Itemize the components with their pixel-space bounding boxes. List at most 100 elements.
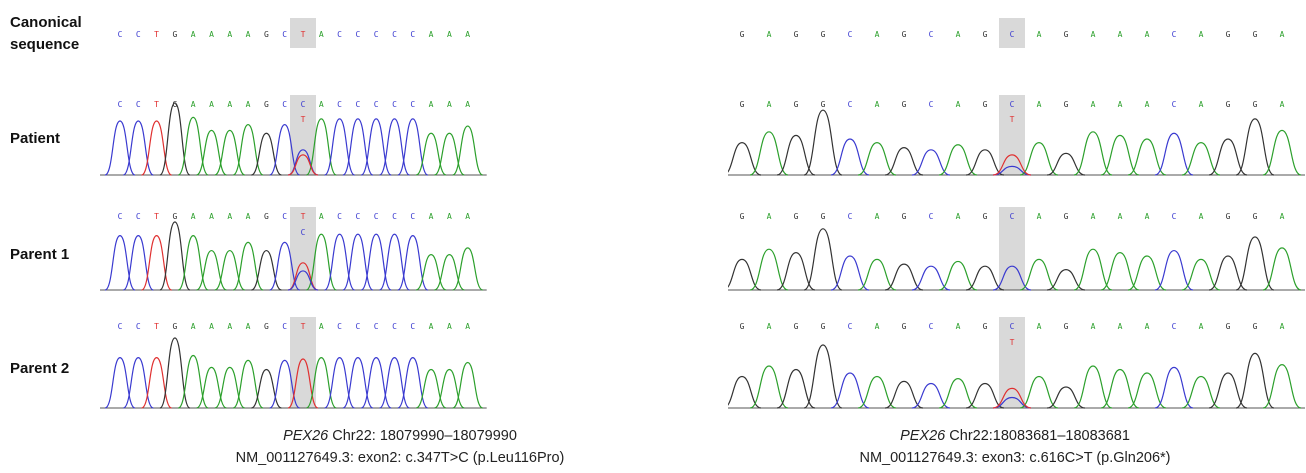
trace-peak: [324, 356, 355, 409]
trace-peak: [1127, 372, 1167, 409]
trace-peak: [884, 147, 924, 176]
called-base: C: [392, 100, 397, 109]
called-base: G: [794, 212, 799, 221]
trace-peak: [1100, 368, 1140, 409]
canonical-base: A: [1199, 30, 1204, 39]
trace-peak: [434, 368, 465, 409]
trace-peak: [122, 234, 154, 291]
trace-peak: [104, 356, 136, 409]
trace-peak: [214, 366, 246, 409]
chromatogram-panel-right: G A G G C A G C A G C A G A A A C A G G A G A G G C A G C A G C A G A A A C A G…: [728, 18, 1305, 409]
secondary-peak: [287, 270, 319, 291]
canonical-base: G: [902, 30, 907, 39]
called-base: G: [821, 100, 826, 109]
trace-peak: [141, 120, 173, 176]
trace-peak: [269, 359, 301, 409]
trace-peak: [305, 233, 337, 291]
trace-peak: [1154, 249, 1194, 291]
called-base: C: [136, 212, 141, 221]
called-base: A: [246, 212, 251, 221]
called-base: A: [1199, 100, 1204, 109]
called-base: C: [410, 212, 415, 221]
called-base: A: [429, 100, 434, 109]
called-base: C: [355, 322, 360, 331]
row-label-patient: Patient: [10, 130, 61, 147]
trace-peak: [1127, 138, 1167, 176]
called-base: A: [1037, 212, 1042, 221]
called-base: C: [929, 100, 934, 109]
called-base: A: [875, 100, 880, 109]
caption-left: PEX26 Chr22: 18079990–18079990 NM_001127…: [150, 425, 650, 469]
called-base: C: [929, 322, 934, 331]
called-base: C: [392, 322, 397, 331]
called-base: A: [209, 322, 214, 331]
trace-peak: [379, 356, 410, 409]
canonical-base: C: [118, 30, 123, 39]
canonical-base: G: [983, 30, 988, 39]
called-base: T: [154, 100, 159, 109]
called-base: C: [118, 212, 123, 221]
trace-peak: [1019, 141, 1059, 176]
trace-peak: [776, 251, 816, 291]
called-base: C: [337, 100, 342, 109]
trace-peak: [214, 129, 246, 176]
trace-peak: [251, 368, 282, 409]
trace-peak: [728, 375, 762, 409]
called-base: G: [264, 212, 269, 221]
trace-peak: [232, 359, 264, 409]
called-base: C: [136, 100, 141, 109]
trace-peak: [965, 265, 1005, 291]
canonical-base: A: [429, 30, 434, 39]
called-base: A: [227, 322, 232, 331]
called-base: A: [1145, 100, 1150, 109]
canonical-base: C: [392, 30, 397, 39]
trace-peak: [938, 144, 978, 176]
called-base: A: [246, 322, 251, 331]
trace-peak: [104, 120, 136, 176]
secondary-base: T: [301, 115, 306, 124]
trace-peak: [1073, 131, 1113, 176]
called-base: T: [301, 322, 306, 331]
called-base: C: [301, 100, 306, 109]
canonical-base: G: [794, 30, 799, 39]
called-base: G: [821, 322, 826, 331]
called-base: T: [154, 212, 159, 221]
called-base: C: [136, 322, 141, 331]
called-base: A: [429, 322, 434, 331]
trace-peak: [1181, 375, 1221, 409]
trace-peak: [342, 233, 374, 291]
trace-peak: [911, 265, 951, 291]
called-base: C: [410, 100, 415, 109]
canonical-base: A: [1145, 30, 1150, 39]
canonical-base: G: [264, 30, 269, 39]
trace-peak: [159, 337, 191, 409]
trace-peak: [251, 132, 282, 176]
trace-peak: [1019, 375, 1059, 409]
trace-peak: [251, 249, 282, 291]
called-base: G: [740, 322, 745, 331]
trace-peak: [1262, 247, 1302, 291]
trace-peak: [269, 123, 301, 176]
called-base: G: [1253, 322, 1258, 331]
called-base: G: [902, 322, 907, 331]
called-base: C: [374, 212, 379, 221]
trace-peak: [749, 131, 789, 176]
canonical-base: C: [374, 30, 379, 39]
trace-peak: [965, 382, 1005, 409]
called-base: C: [848, 212, 853, 221]
trace-peak: [360, 233, 392, 291]
called-base: C: [282, 212, 287, 221]
called-base: C: [337, 322, 342, 331]
canonical-highlight: [999, 18, 1025, 48]
trace-peak: [830, 372, 870, 409]
trace-peak: [214, 249, 246, 291]
canonical-label-line1: Canonical: [10, 14, 82, 31]
caption-left-variant: NM_001127649.3: exon2: c.347T>C (p.Leu11…: [235, 450, 565, 466]
canonical-base: A: [1118, 30, 1123, 39]
canonical-base: C: [848, 30, 853, 39]
secondary-base: T: [1010, 338, 1015, 347]
called-base: A: [1091, 322, 1096, 331]
canonical-base: G: [740, 30, 745, 39]
trace-peak: [938, 260, 978, 291]
caption-left-gene: PEX26: [283, 428, 329, 444]
